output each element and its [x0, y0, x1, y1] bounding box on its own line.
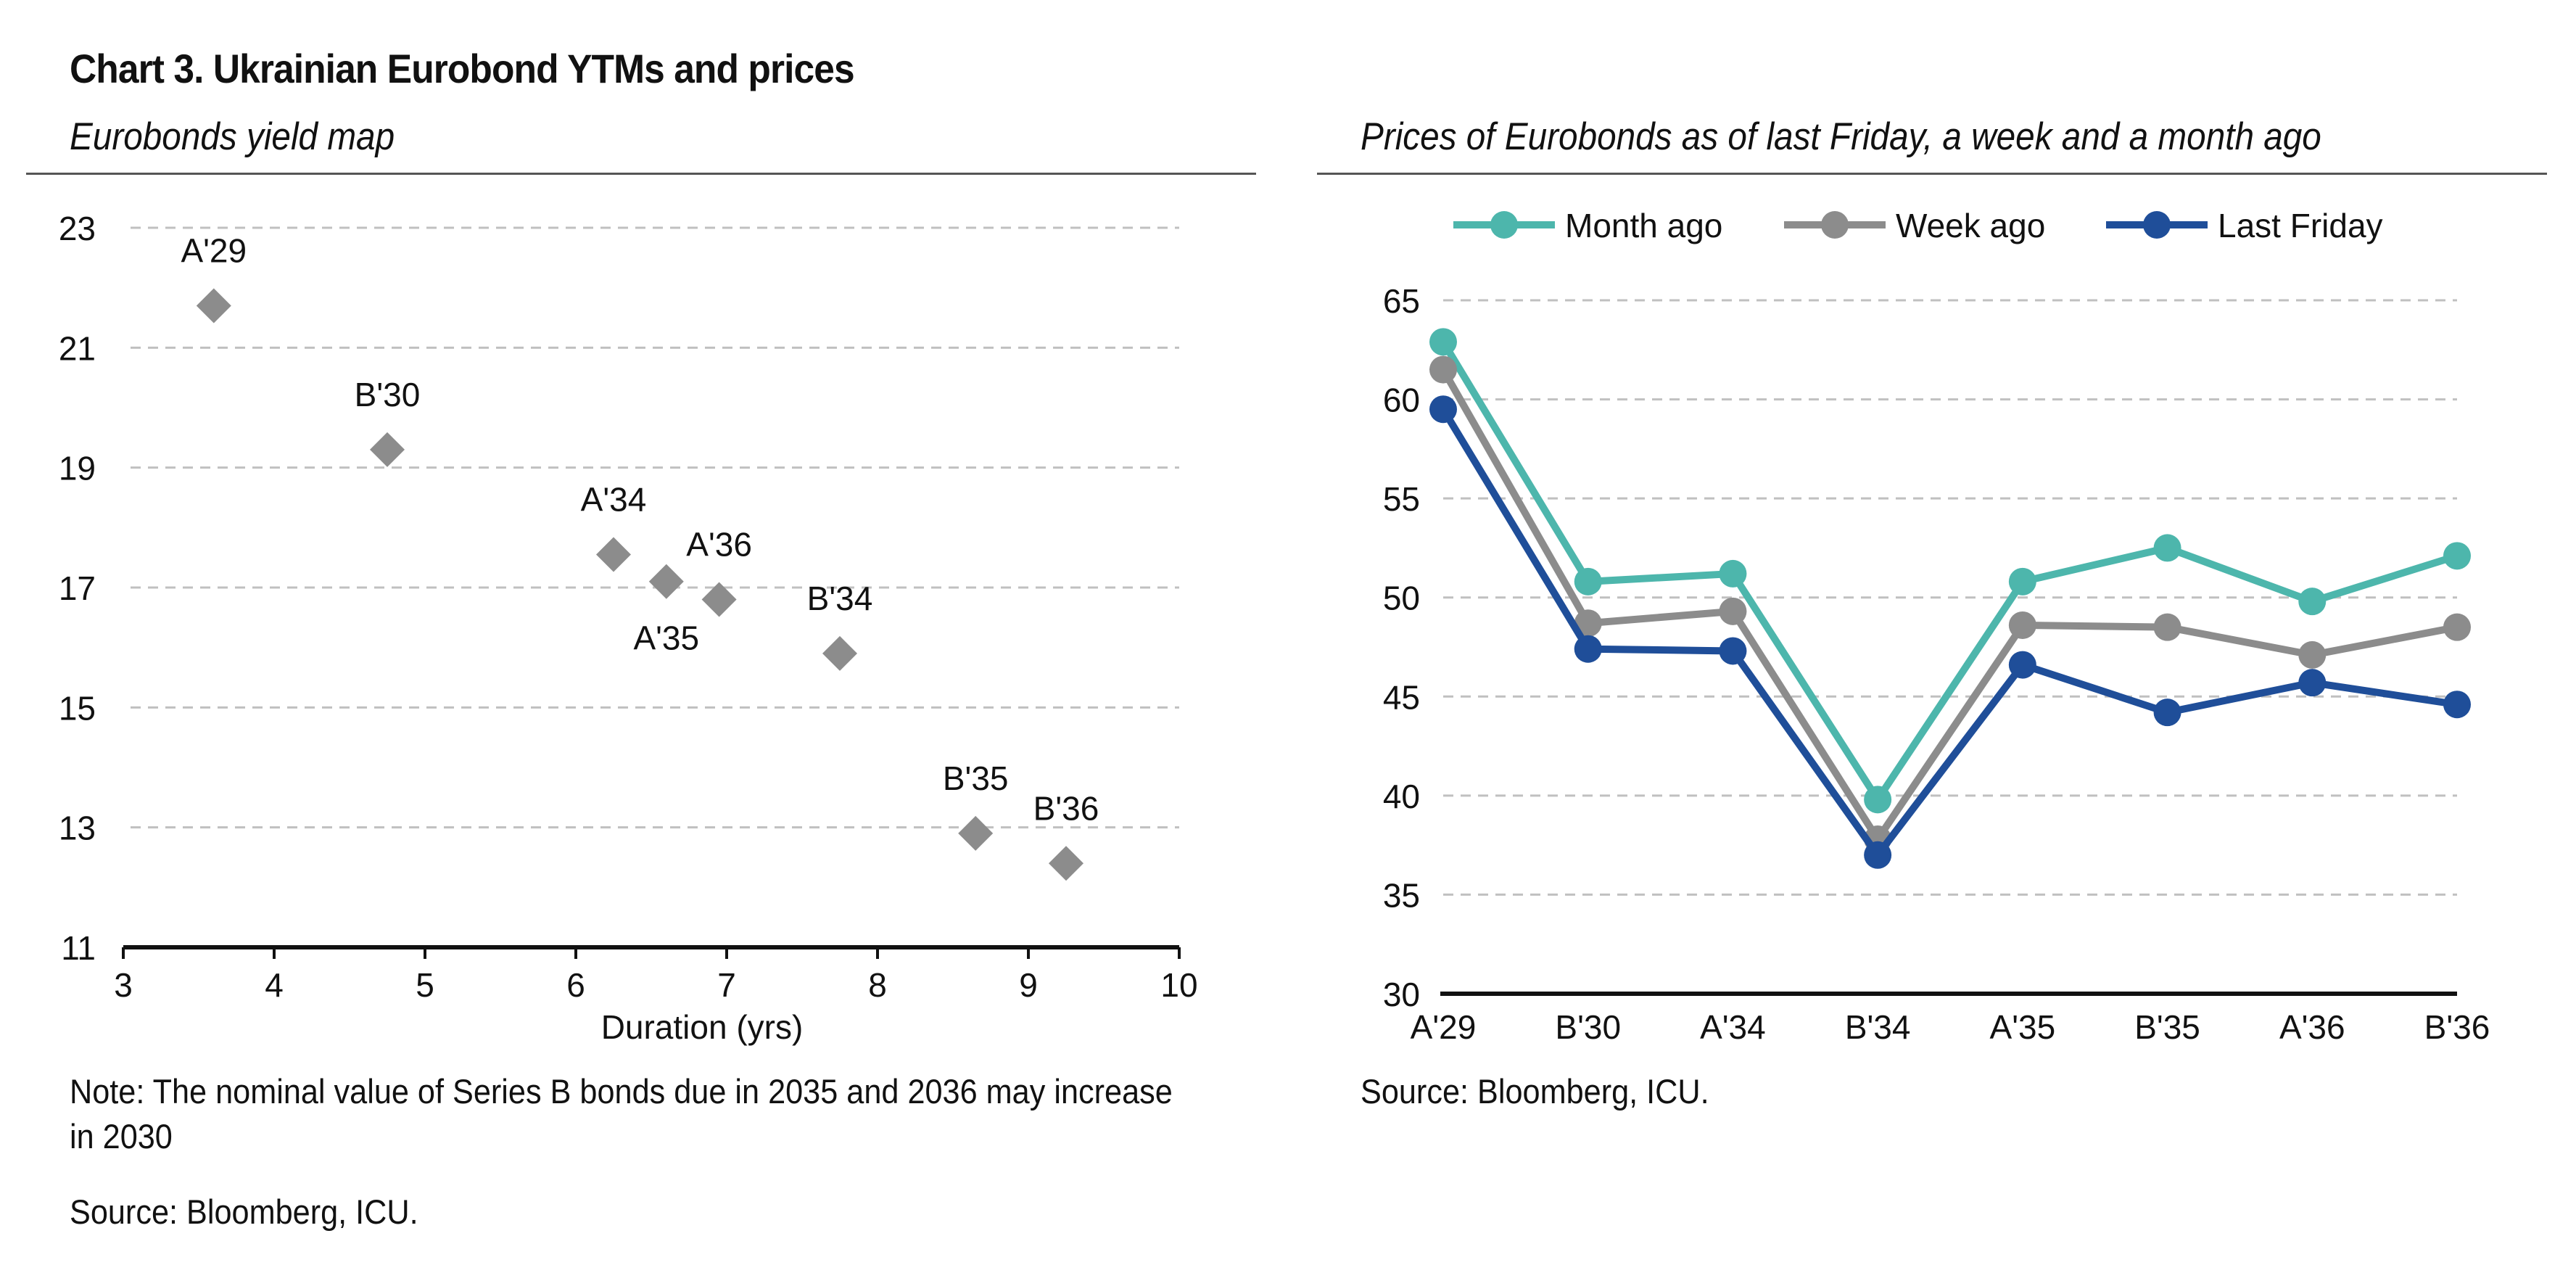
point-label: B'34: [807, 580, 873, 617]
yield-map-subtitle: Eurobonds yield map: [70, 115, 395, 158]
prices-subtitle: Prices of Eurobonds as of last Friday, a…: [1361, 115, 2321, 158]
series-point: [2443, 691, 2471, 719]
scatter-point: [596, 537, 631, 572]
scatter-point: [196, 288, 231, 324]
x-tick-label: 5: [416, 966, 434, 1004]
yield-map-source: Source: Bloomberg, ICU.: [70, 1192, 418, 1231]
x-tick-label: A'29: [1411, 1008, 1477, 1046]
y-tick-label: 55: [1383, 480, 1420, 518]
legend-label: Week ago: [1896, 207, 2045, 244]
prices-divider: [1317, 173, 2547, 175]
x-tick-label: B'30: [1555, 1008, 1621, 1046]
scatter-point: [370, 432, 405, 467]
x-tick-label: A'36: [2279, 1008, 2345, 1046]
y-tick-label: 45: [1383, 678, 1420, 716]
y-tick-label: 60: [1383, 382, 1420, 419]
series-point: [2008, 567, 2036, 596]
series-point: [2008, 611, 2036, 639]
series-point: [2298, 669, 2327, 697]
series-point: [1719, 597, 1747, 625]
series-point: [1719, 559, 1747, 588]
y-tick-label: 13: [59, 809, 96, 847]
y-tick-label: 21: [59, 329, 96, 367]
y-tick-label: 35: [1383, 876, 1420, 914]
x-tick-label: B'36: [2424, 1008, 2490, 1046]
y-tick-label: 50: [1383, 580, 1420, 617]
y-tick-label: 30: [1383, 976, 1420, 1013]
x-tick-label: 6: [566, 966, 585, 1004]
series-point: [1429, 328, 1457, 356]
x-axis-title: Duration (yrs): [601, 1008, 804, 1046]
legend-marker: [1490, 211, 1518, 239]
series-point: [1864, 841, 1892, 869]
series-line: [1440, 368, 2458, 843]
x-tick-label: 8: [868, 966, 887, 1004]
series-point: [2008, 651, 2036, 679]
point-label: A'34: [581, 481, 647, 519]
point-label: B'35: [943, 759, 1009, 797]
scatter-point: [701, 582, 737, 617]
y-tick-label: 11: [61, 929, 96, 967]
scatter-point: [1049, 846, 1083, 881]
yield-map-note: Note: The nominal value of Series B bond…: [70, 1072, 1173, 1155]
series-line: [1440, 339, 2459, 804]
y-tick-label: 17: [59, 569, 96, 607]
series-point: [1429, 395, 1457, 424]
series-point: [1574, 635, 1602, 663]
x-tick-label: 9: [1019, 966, 1038, 1004]
y-tick-label: 15: [59, 689, 96, 727]
scatter-point: [822, 635, 857, 671]
legend-marker: [2143, 211, 2171, 239]
x-tick-label: 10: [1160, 966, 1197, 1004]
prices-source: Source: Bloomberg, ICU.: [1361, 1072, 1709, 1111]
x-tick-label: B'35: [2134, 1008, 2200, 1046]
series-point: [1574, 609, 1602, 638]
x-tick-label: A'35: [1990, 1008, 2056, 1046]
chart-title: Chart 3. Ukrainian Eurobond YTMs and pri…: [70, 46, 855, 91]
x-tick-label: A'34: [1700, 1008, 1766, 1046]
point-label: B'30: [355, 376, 421, 413]
x-tick-label: 7: [717, 966, 736, 1004]
scatter-point: [958, 815, 994, 851]
series-point: [1719, 637, 1747, 665]
point-label: B'36: [1033, 789, 1099, 827]
y-tick-label: 65: [1383, 282, 1420, 320]
yield-map-divider: [26, 173, 1256, 175]
series-point: [1574, 567, 1602, 596]
legend-marker: [1821, 211, 1849, 239]
series-point: [2153, 534, 2181, 562]
legend-label: Month ago: [1565, 207, 1722, 244]
series-point: [2153, 613, 2181, 641]
series-point: [2298, 640, 2327, 669]
y-tick-label: 19: [59, 450, 96, 487]
x-tick-label: 3: [114, 966, 133, 1004]
series-point: [2153, 699, 2181, 727]
legend-label: Last Friday: [2218, 207, 2383, 244]
series-point: [1429, 355, 1457, 384]
y-tick-label: 40: [1383, 778, 1420, 815]
x-tick-label: B'34: [1845, 1008, 1911, 1046]
series-point: [2298, 588, 2327, 616]
point-label: A'35: [633, 619, 699, 657]
point-label: A'29: [181, 231, 247, 269]
series-point: [2443, 542, 2471, 570]
x-tick-label: 4: [265, 966, 284, 1004]
point-label: A'36: [686, 526, 752, 564]
y-tick-label: 23: [59, 210, 96, 247]
scatter-point: [648, 564, 684, 599]
series-point: [2443, 613, 2471, 641]
series-line: [1440, 407, 2458, 859]
series-point: [1864, 786, 1892, 814]
